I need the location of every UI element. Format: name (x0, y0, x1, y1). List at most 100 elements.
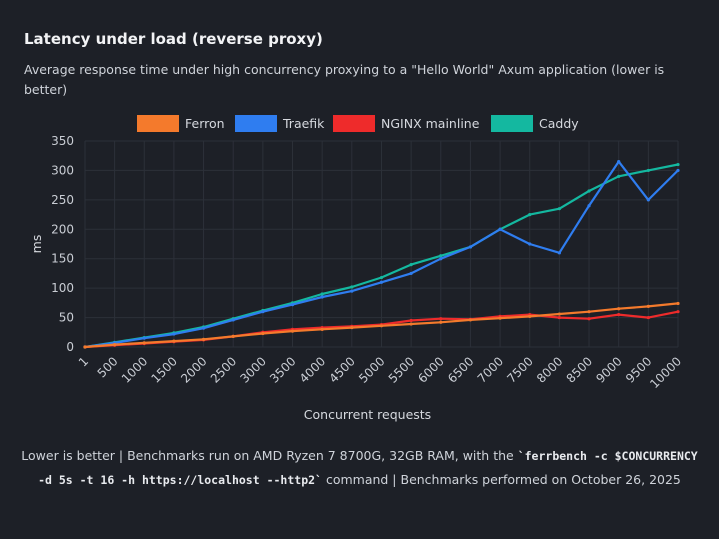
data-point-ferron (498, 316, 502, 320)
data-point-ferron (320, 327, 324, 331)
data-point-traefik (290, 303, 295, 307)
data-point-ferron (172, 339, 176, 343)
x-tick-label: 1500 (149, 354, 180, 385)
data-point-traefik (498, 227, 502, 231)
legend: Ferron Traefik NGINX mainline Caddy (137, 115, 579, 132)
data-point-caddy (350, 285, 354, 289)
legend-label: Caddy (539, 116, 579, 131)
x-tick-label: 5500 (386, 354, 417, 385)
chart-subtitle: Average response time under high concurr… (24, 62, 665, 97)
data-point-caddy (617, 174, 621, 178)
data-point-caddy (528, 212, 532, 217)
data-point-caddy (379, 275, 384, 280)
series-lines (83, 160, 680, 349)
data-point-traefik (528, 242, 532, 246)
data-point-traefik (261, 310, 265, 314)
x-axis-title: Concurrent requests (304, 407, 431, 422)
data-point-ferron (112, 343, 117, 347)
x-axis-ticks: 1 500100015002000250030003500400045005000… (76, 354, 684, 391)
data-point-nginx-mainline (646, 315, 650, 320)
y-tick-label: 350 (51, 134, 74, 148)
data-point-traefik (231, 318, 235, 322)
y-tick-label: 200 (51, 222, 74, 236)
data-point-ferron (261, 331, 265, 336)
legend-label: Traefik (282, 116, 325, 131)
legend-swatch (235, 115, 277, 132)
legend-item-caddy[interactable]: Caddy (491, 115, 579, 132)
data-point-caddy (557, 207, 561, 211)
x-tick-label: 6000 (415, 354, 446, 385)
footer-command: `ferrbench -c $CONCURRENCY -d 5s -t 16 -… (38, 449, 698, 487)
data-point-nginx-mainline (587, 317, 591, 321)
x-tick-label: 2500 (208, 354, 239, 385)
x-tick-label: 2000 (178, 354, 209, 385)
legend-item-nginx-mainline[interactable]: NGINX mainline (333, 115, 480, 132)
data-point-ferron (409, 322, 413, 326)
legend-item-ferron[interactable]: Ferron (137, 115, 225, 132)
x-tick-label: 8000 (534, 354, 565, 385)
legend-label: Ferron (185, 116, 225, 131)
data-point-ferron (350, 325, 354, 330)
data-point-ferron (231, 334, 235, 339)
footer-text-after: command | Benchmarks performed on Octobe… (321, 472, 681, 487)
data-point-traefik (468, 245, 473, 249)
data-point-ferron (201, 337, 206, 341)
y-axis-ticks: 0 50 100 150 200 250 300 350 (51, 134, 74, 354)
data-point-traefik (676, 168, 680, 173)
x-tick-label: 500 (95, 354, 121, 380)
data-point-ferron (528, 314, 532, 318)
data-point-ferron (676, 301, 680, 306)
data-point-traefik (646, 198, 650, 202)
y-axis-title: ms (29, 235, 44, 254)
data-point-ferron (379, 324, 384, 328)
data-point-ferron (646, 304, 650, 308)
x-tick-label: 3500 (267, 354, 298, 385)
data-point-traefik (320, 295, 324, 299)
y-tick-label: 250 (51, 193, 74, 207)
data-point-ferron (468, 318, 473, 322)
data-point-caddy (646, 168, 650, 173)
x-tick-label: 9000 (593, 354, 624, 385)
y-tick-label: 0 (66, 340, 74, 354)
x-tick-label: 6500 (445, 354, 476, 385)
x-tick-label: 7000 (475, 354, 506, 385)
data-point-traefik (201, 326, 206, 330)
data-point-ferron (290, 329, 295, 333)
data-point-traefik (557, 251, 561, 255)
data-point-caddy (439, 254, 443, 258)
data-point-traefik (587, 204, 591, 208)
data-point-traefik (350, 289, 354, 293)
x-tick-label: 5000 (356, 354, 387, 385)
footer-text-before: Lower is better | Benchmarks run on AMD … (21, 448, 518, 463)
data-point-nginx-mainline (617, 313, 621, 317)
data-point-traefik (172, 332, 176, 336)
data-point-ferron (587, 310, 591, 314)
legend-swatch (491, 115, 533, 132)
data-point-ferron (439, 320, 443, 324)
data-point-caddy (320, 292, 324, 296)
y-tick-label: 100 (51, 281, 74, 295)
data-point-ferron (142, 341, 146, 345)
data-point-nginx-mainline (439, 317, 443, 321)
x-tick-label: 1 (76, 354, 91, 369)
data-point-traefik (439, 257, 443, 261)
legend-swatch (333, 115, 375, 132)
legend-swatch (137, 115, 179, 132)
x-tick-label: 7500 (504, 354, 535, 385)
data-point-nginx-mainline (409, 318, 413, 323)
x-tick-label: 10000 (647, 354, 684, 391)
chart-title: Latency under load (reverse proxy) (24, 30, 323, 48)
data-point-traefik (409, 271, 413, 276)
line-chart: Ferron Traefik NGINX mainline Caddy 0 50 100 1… (29, 115, 684, 422)
x-tick-label: 4500 (326, 354, 357, 385)
grid (84, 140, 679, 348)
x-tick-label: 8500 (564, 354, 595, 385)
x-tick-label: 3000 (237, 354, 268, 385)
footer-note: Lower is better | Benchmarks run on AMD … (20, 444, 699, 492)
x-tick-label: 4000 (297, 354, 328, 385)
x-tick-label: 1000 (119, 354, 150, 385)
data-point-ferron (557, 312, 561, 316)
y-tick-label: 300 (51, 163, 74, 177)
legend-item-traefik[interactable]: Traefik (235, 115, 325, 132)
